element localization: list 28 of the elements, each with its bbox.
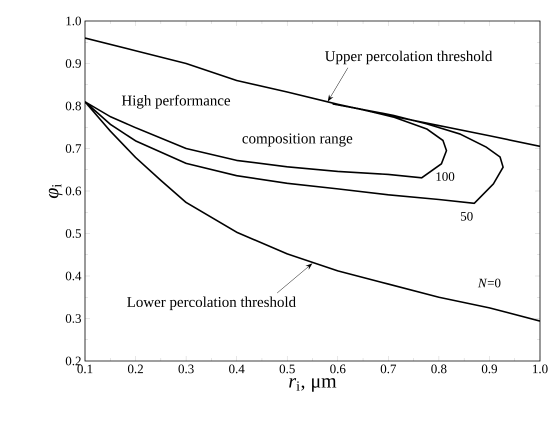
x-tick-label: 0.6 [330,364,346,374]
x-tick-label: 0.2 [128,364,143,374]
y-tick-label: 0.4 [66,272,82,280]
x-tick-label: 0.4 [229,364,245,374]
y-tick-label: 0.6 [66,186,82,196]
annotation: Lower percolation threshold [127,296,296,310]
x-tick-label: 0.1 [77,364,92,374]
x-axis-title: r$_{i}$, μm [289,378,336,392]
annotation: High performance [122,94,230,109]
x-tick-label: 1.0 [533,364,548,374]
y-tick-label: 0.2 [66,356,81,366]
y-axis-title: φ$_{i}$ [48,184,62,198]
x-tick-label: 0.5 [280,364,295,374]
x-tick-label: 0.3 [178,364,194,374]
x-tick-label: 0.9 [482,364,497,374]
series-label: 100 [436,172,454,181]
x-tick-label: 0.8 [431,364,446,374]
y-tick-label: 0.9 [66,59,81,68]
y-tick-label: 0.3 [66,314,81,323]
y-tick-label: 0.7 [66,144,82,153]
y-tick-label: 0.8 [66,102,81,110]
series-label: N=0 [478,278,500,288]
y-tick-label: 0.5 [66,229,81,238]
y-tick-label: 1.0 [66,16,81,26]
x-tick-label: 0.7 [380,364,396,374]
annotation: composition range [242,133,352,147]
series-label: 50 [460,212,473,221]
annotation: Upper percolation threshold [325,50,492,64]
